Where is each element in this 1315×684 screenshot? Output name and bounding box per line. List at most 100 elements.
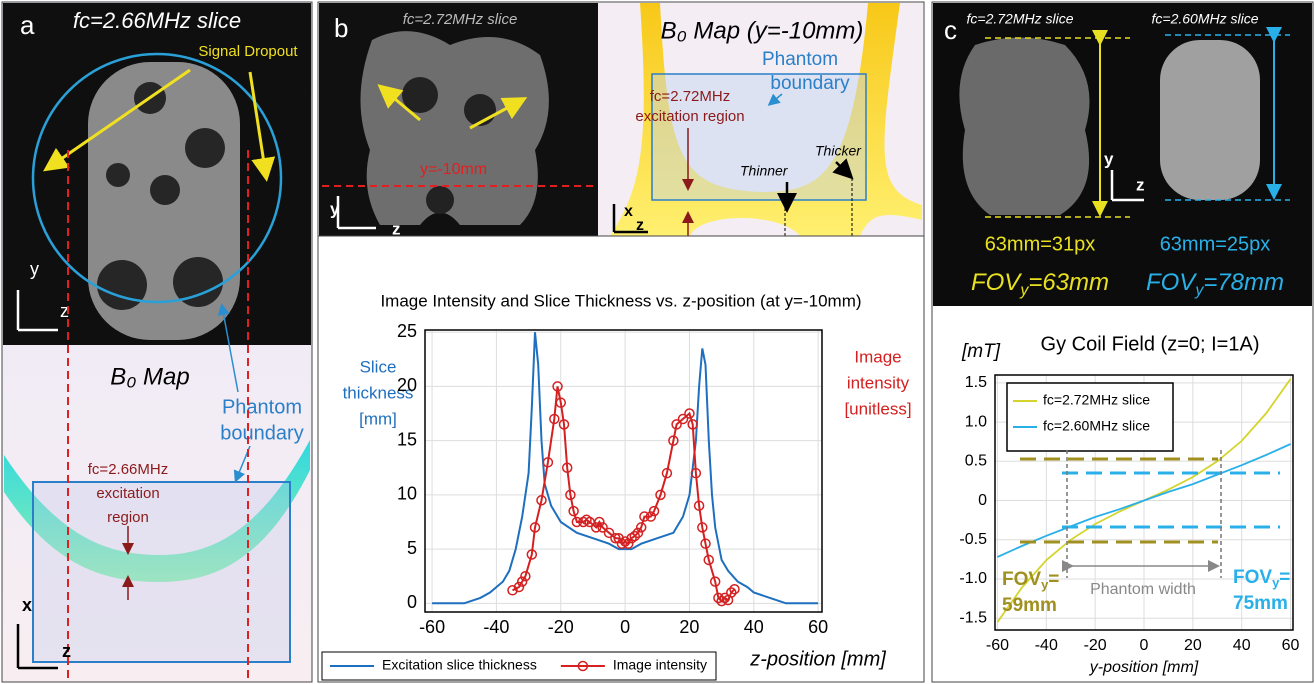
data-point bbox=[549, 413, 560, 425]
dropout-label: Signal Dropout bbox=[198, 43, 298, 60]
data-point bbox=[709, 576, 721, 587]
annotation: FOVy= bbox=[1233, 567, 1290, 590]
x-tick-label: -40 bbox=[1035, 637, 1058, 654]
data-point bbox=[632, 527, 644, 539]
panel-label: a bbox=[20, 10, 35, 40]
panel-a: fc=2.66MHz slice a Signal Dropout y z B₀… bbox=[1, 1, 313, 683]
data-point bbox=[668, 435, 679, 446]
x-tick-label: 60 bbox=[1282, 637, 1300, 654]
axes-icon bbox=[1110, 170, 1144, 202]
chart-title: Gy Coil Field (z=0; I=1A) bbox=[1041, 333, 1260, 355]
data-point bbox=[729, 583, 740, 595]
annotation: Phantom width bbox=[1090, 581, 1196, 598]
x-tick-label: -20 bbox=[1084, 637, 1107, 654]
data-point bbox=[703, 554, 715, 566]
legend-label: fc=2.72MHz slice bbox=[1043, 392, 1150, 408]
x-tick-label: -60 bbox=[986, 637, 1009, 654]
data-point bbox=[536, 495, 547, 506]
slice-title: fc=2.66MHz slice bbox=[73, 8, 241, 33]
data-point bbox=[726, 587, 737, 598]
data-point bbox=[561, 462, 573, 473]
y2-axis-label: intensity bbox=[847, 373, 910, 392]
phantom bbox=[959, 37, 1090, 215]
data-point bbox=[684, 408, 695, 419]
phantom bbox=[360, 31, 549, 225]
data-point bbox=[565, 489, 576, 501]
x-tick-label: 20 bbox=[679, 617, 699, 637]
x-tick-label: 40 bbox=[744, 617, 764, 637]
y-tick-label: 25 bbox=[397, 321, 417, 341]
data-point bbox=[700, 538, 711, 549]
slice-title: fc=2.60MHz slice bbox=[1152, 11, 1259, 27]
data-point bbox=[555, 397, 567, 408]
x-tick-label: -20 bbox=[548, 617, 574, 637]
legend-label: Image intensity bbox=[613, 657, 707, 673]
axis-label: z bbox=[62, 641, 71, 661]
data-point bbox=[687, 419, 698, 430]
field-band bbox=[4, 440, 310, 582]
legend-label: Excitation slice thickness bbox=[382, 657, 537, 673]
data-point bbox=[648, 505, 660, 517]
region-label: fc=2.66MHz bbox=[88, 461, 168, 478]
data-point bbox=[677, 413, 689, 425]
axis-label: y bbox=[330, 199, 340, 218]
annotation: 75mm bbox=[1233, 593, 1288, 614]
arrow bbox=[469, 97, 528, 130]
y-axis-label: Slice bbox=[360, 357, 397, 376]
data-point bbox=[613, 532, 624, 544]
data-point bbox=[693, 500, 705, 511]
y-tick-label: 10 bbox=[397, 484, 417, 504]
plot-area bbox=[425, 330, 822, 612]
axes-icon bbox=[16, 290, 58, 332]
thinner-label: Thinner bbox=[740, 163, 789, 179]
data-point bbox=[661, 467, 673, 479]
fov-guide bbox=[1062, 471, 1280, 529]
data-point bbox=[690, 467, 702, 479]
legend-frame bbox=[321, 651, 717, 681]
data-point bbox=[529, 522, 541, 533]
region-label: excitation region bbox=[635, 108, 744, 125]
x-tick-label: 0 bbox=[1140, 637, 1149, 654]
region-label: region bbox=[107, 509, 149, 526]
phantom-boundary bbox=[32, 481, 291, 663]
data-point bbox=[594, 516, 605, 528]
thicker-label: Thicker bbox=[815, 143, 862, 159]
data-point bbox=[671, 419, 682, 430]
data-point bbox=[558, 419, 570, 430]
px-label: 63mm=25px bbox=[1160, 233, 1271, 255]
axes-frame bbox=[424, 329, 823, 613]
y-tick-label: 0 bbox=[407, 592, 417, 612]
phantom-holes bbox=[402, 77, 496, 214]
y-tick-label: 5 bbox=[407, 538, 417, 558]
fov-guide bbox=[1020, 457, 1218, 544]
axis-label: y bbox=[30, 259, 39, 279]
arrow bbox=[43, 68, 191, 172]
legend-frame bbox=[1006, 382, 1174, 452]
axes-icon bbox=[336, 196, 376, 230]
axis-label: z bbox=[1136, 175, 1145, 194]
axes-icon bbox=[612, 204, 648, 234]
axis-label: y bbox=[1104, 149, 1114, 168]
y2-axis-label: Image bbox=[854, 347, 901, 366]
axis-label: z bbox=[636, 217, 644, 234]
slice-title: fc=2.72MHz slice bbox=[403, 11, 518, 28]
y-tick-label: 0.5 bbox=[965, 453, 987, 470]
data-point bbox=[590, 522, 602, 533]
y-axis-label: thickness bbox=[343, 383, 414, 402]
phantom-circle bbox=[31, 52, 283, 304]
series-line bbox=[997, 443, 1291, 558]
arrow bbox=[832, 158, 854, 180]
boundary-label: boundary bbox=[220, 422, 303, 444]
y-tick-label: 1.0 bbox=[965, 413, 987, 430]
legend-label: fc=2.60MHz slice bbox=[1043, 418, 1150, 434]
axes-icon bbox=[16, 624, 58, 670]
axes-frame bbox=[994, 374, 1294, 631]
boundary-label: Phantom bbox=[762, 49, 838, 70]
cut-label: y=-10mm bbox=[420, 161, 487, 178]
y-tick-label: 15 bbox=[397, 429, 417, 449]
y-tick-label: -1.5 bbox=[959, 609, 987, 626]
boundary-label: Phantom bbox=[222, 396, 302, 418]
phantom-holes bbox=[97, 82, 225, 310]
px-label: 63mm=31px bbox=[985, 233, 1096, 255]
fov-label: FOVy=63mm bbox=[971, 269, 1109, 299]
